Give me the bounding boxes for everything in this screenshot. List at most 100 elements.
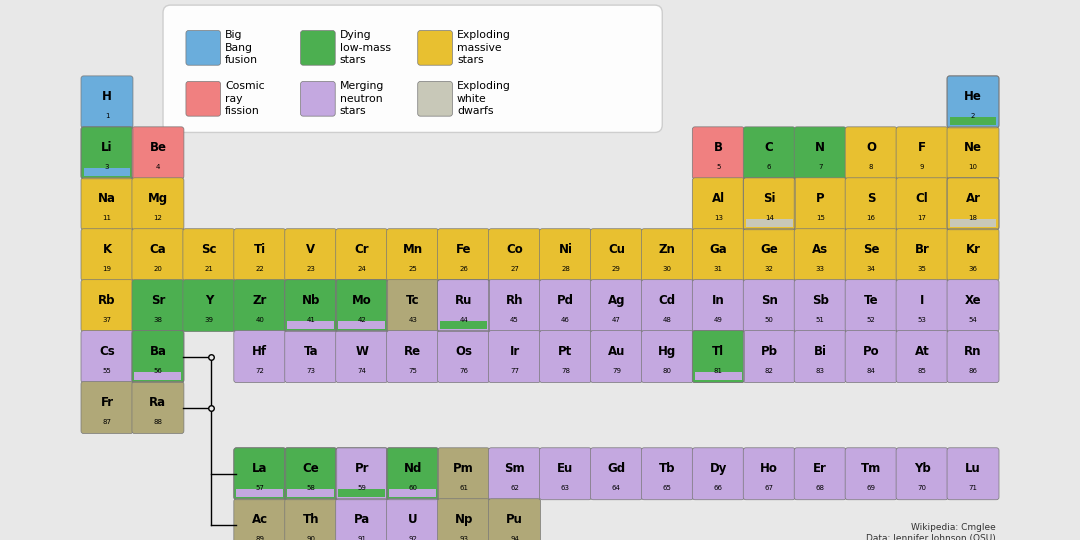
Text: Yb: Yb [914,462,931,475]
FancyBboxPatch shape [234,229,286,281]
Text: 18: 18 [969,215,977,221]
Text: 27: 27 [510,266,519,272]
Text: Fr: Fr [100,396,113,409]
FancyBboxPatch shape [387,448,438,500]
Text: 34: 34 [866,266,876,272]
Text: F: F [918,141,926,154]
Text: Ga: Ga [710,243,727,256]
Text: Cr: Cr [354,243,369,256]
Text: 3: 3 [105,164,109,170]
FancyBboxPatch shape [437,330,489,382]
FancyBboxPatch shape [947,330,999,382]
FancyBboxPatch shape [896,127,948,179]
Text: Sm: Sm [504,462,525,475]
FancyBboxPatch shape [743,127,795,179]
Text: Pa: Pa [353,513,369,526]
FancyBboxPatch shape [896,330,948,382]
Text: Eu: Eu [557,462,573,475]
FancyBboxPatch shape [794,178,846,230]
FancyBboxPatch shape [947,178,999,230]
FancyBboxPatch shape [81,127,133,179]
Bar [746,219,793,227]
FancyBboxPatch shape [234,330,286,382]
FancyBboxPatch shape [794,280,846,332]
Text: U: U [408,513,418,526]
FancyBboxPatch shape [81,382,133,434]
Bar [287,321,334,329]
FancyBboxPatch shape [896,178,948,230]
Text: 39: 39 [204,317,214,323]
Text: 82: 82 [765,368,773,374]
FancyBboxPatch shape [794,330,846,382]
Bar [694,372,742,380]
Text: Be: Be [149,141,166,154]
FancyBboxPatch shape [692,178,744,230]
Text: N: N [815,141,825,154]
Text: Th: Th [302,513,319,526]
Text: 43: 43 [408,317,417,323]
Text: 94: 94 [510,536,519,540]
FancyBboxPatch shape [285,280,337,332]
FancyBboxPatch shape [418,31,453,65]
Text: H: H [102,90,112,103]
FancyBboxPatch shape [300,31,335,65]
Text: 22: 22 [256,266,265,272]
Text: 55: 55 [103,368,111,374]
Text: Sb: Sb [812,294,828,307]
Text: 56: 56 [153,368,162,374]
FancyBboxPatch shape [488,499,540,540]
Bar [441,321,487,329]
FancyBboxPatch shape [846,280,897,332]
Text: Br: Br [915,243,930,256]
Text: Hg: Hg [658,345,676,358]
Text: Te: Te [864,294,878,307]
Text: Se: Se [863,243,879,256]
Text: 79: 79 [612,368,621,374]
Text: Ni: Ni [558,243,572,256]
Text: Gd: Gd [607,462,625,475]
Text: 47: 47 [612,317,621,323]
Text: Nb: Nb [301,294,320,307]
FancyBboxPatch shape [132,229,184,281]
Text: 85: 85 [918,368,927,374]
Text: 13: 13 [714,215,723,221]
Text: Rn: Rn [964,345,982,358]
FancyBboxPatch shape [132,382,184,434]
Text: Zr: Zr [253,294,267,307]
Text: Ce: Ce [302,462,319,475]
Text: 36: 36 [969,266,977,272]
Text: 42: 42 [357,317,366,323]
FancyBboxPatch shape [896,229,948,281]
Text: 52: 52 [867,317,876,323]
Text: B: B [714,141,723,154]
FancyBboxPatch shape [183,229,234,281]
Text: 21: 21 [204,266,214,272]
FancyBboxPatch shape [642,280,693,332]
Text: Ba: Ba [149,345,166,358]
FancyBboxPatch shape [336,229,388,281]
Bar [949,117,997,125]
FancyBboxPatch shape [81,76,133,128]
Text: 83: 83 [815,368,825,374]
FancyBboxPatch shape [336,280,388,332]
FancyBboxPatch shape [846,330,897,382]
Text: Ta: Ta [303,345,319,358]
Text: 86: 86 [969,368,977,374]
Text: Au: Au [608,345,625,358]
Text: Merging
neutron
stars: Merging neutron stars [340,82,384,116]
FancyBboxPatch shape [692,229,744,281]
FancyBboxPatch shape [947,76,999,128]
Text: 87: 87 [103,419,111,425]
Text: Wikipedia: Cmglee
Data: Jennifer Johnson (OSU): Wikipedia: Cmglee Data: Jennifer Johnson… [866,523,996,540]
Text: Pm: Pm [454,462,474,475]
Text: Dying
low-mass
stars: Dying low-mass stars [340,30,391,65]
Bar [83,168,131,176]
Text: 76: 76 [459,368,468,374]
FancyBboxPatch shape [437,280,489,332]
FancyBboxPatch shape [234,448,286,500]
Text: 32: 32 [765,266,773,272]
Text: 89: 89 [255,536,265,540]
Text: Pt: Pt [558,345,572,358]
Bar [237,489,283,497]
Text: Pd: Pd [557,294,573,307]
